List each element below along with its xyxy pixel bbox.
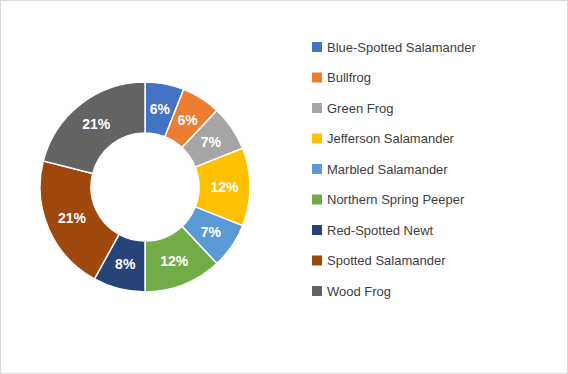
legend-swatch <box>312 42 322 52</box>
legend-entry: Marbled Salamander <box>312 162 448 177</box>
plot: 6%6%7%12%7%12%8%21%21% <box>40 82 250 292</box>
slices <box>40 82 250 292</box>
legend-swatch <box>312 103 322 113</box>
legend-label: Northern Spring Peeper <box>327 192 465 207</box>
legend-label: Green Frog <box>327 101 393 116</box>
data-label: 21% <box>82 116 111 132</box>
legend-label: Jefferson Salamander <box>327 131 455 146</box>
chart: 6%6%7%12%7%12%8%21%21%Blue-Spotted Salam… <box>0 0 568 374</box>
legend-swatch <box>312 73 322 83</box>
legend-swatch <box>312 195 322 205</box>
data-label: 8% <box>115 256 136 272</box>
data-label: 6% <box>177 112 198 128</box>
legend-swatch <box>312 256 322 266</box>
legend-label: Red-Spotted Newt <box>327 223 434 238</box>
data-label: 6% <box>150 101 171 117</box>
legend-label: Marbled Salamander <box>327 162 448 177</box>
legend-entry: Bullfrog <box>312 70 371 85</box>
legend-label: Spotted Salamander <box>327 253 446 268</box>
data-labels: 6%6%7%12%7%12%8%21%21% <box>58 101 239 272</box>
legend-entry: Jefferson Salamander <box>312 131 455 146</box>
data-label: 12% <box>210 179 239 195</box>
legend: Blue-Spotted Salamander Bullfrog Green Fro… <box>312 40 477 299</box>
legend-entry: Wood Frog <box>312 284 391 299</box>
data-label: 12% <box>160 253 189 269</box>
slice <box>43 82 145 174</box>
legend-entry: Green Frog <box>312 101 393 116</box>
legend-label: Wood Frog <box>327 284 391 299</box>
data-label: 21% <box>58 210 87 226</box>
legend-label: Bullfrog <box>327 70 371 85</box>
legend-entry: Spotted Salamander <box>312 253 446 268</box>
legend-swatch <box>312 286 322 296</box>
legend-entry: Blue-Spotted Salamander <box>312 40 477 55</box>
slice <box>40 161 119 279</box>
legend-swatch <box>312 134 322 144</box>
data-label: 7% <box>201 224 222 240</box>
legend-entry: Northern Spring Peeper <box>312 192 465 207</box>
legend-swatch <box>312 164 322 174</box>
data-label: 7% <box>201 134 222 150</box>
frame <box>1 1 568 374</box>
legend-label: Blue-Spotted Salamander <box>327 40 477 55</box>
legend-entry: Red-Spotted Newt <box>312 223 434 238</box>
legend-swatch <box>312 225 322 235</box>
